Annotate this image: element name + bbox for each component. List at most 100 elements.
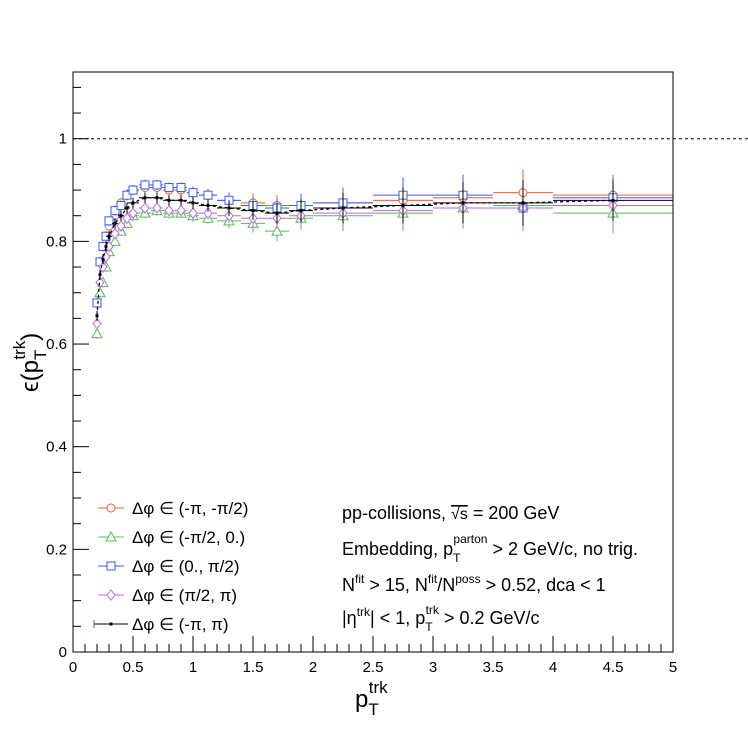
legend-label-2: Δφ ∈ (0., π/2) (132, 557, 240, 576)
data-point (203, 207, 213, 219)
annotation-1a: pp-collisions, (342, 503, 451, 523)
data-point (188, 207, 198, 219)
legend-markers (93, 503, 128, 628)
annotation-4b: | < 1, p (370, 608, 425, 628)
legend-symbol (105, 530, 117, 542)
data-point (98, 273, 102, 277)
data-point (611, 198, 615, 202)
series-line (96, 197, 614, 316)
data-point (251, 209, 255, 213)
data-point (91, 327, 103, 339)
x-axis-label: pTtrk (355, 678, 388, 719)
annotation-1b: = 200 GeV (468, 503, 560, 523)
legend-range-0: (-π, -π/2) (179, 499, 249, 518)
annotation-line-3: Nfit > 15, Nfit/Nposs > 0.52, dca < 1 (342, 572, 606, 595)
legend-prefix-0: Δφ ∈ (132, 499, 179, 518)
data-point (275, 211, 279, 215)
annotation-line-4: |ηtrk| < 1, pTtrk > 0.2 GeV/c (342, 603, 540, 634)
x-tick-label: 0.5 (123, 659, 144, 676)
y-tick-label: 0 (59, 644, 67, 661)
data-point (140, 180, 150, 190)
data-point (110, 206, 120, 216)
legend-symbol (106, 561, 116, 571)
data-point (152, 180, 162, 190)
data-point (122, 190, 132, 200)
annotation-2-sub: T (453, 551, 461, 565)
annotation-3a: N (342, 575, 355, 595)
data-point (104, 216, 114, 226)
data-point (94, 286, 106, 298)
x-tick-label: 1.5 (243, 659, 264, 676)
legend-label-0: Δφ ∈ (-π, -π/2) (132, 499, 248, 518)
legend-prefix-2: Δφ ∈ (132, 557, 179, 576)
legend-range-3: (π/2, π) (179, 586, 237, 605)
data-point (461, 201, 465, 205)
x-tick-label: 0 (69, 659, 77, 676)
data-point (110, 227, 120, 240)
y-axis-label-sub: T (31, 350, 50, 360)
legend-symbol (106, 503, 116, 513)
data-point (116, 200, 126, 210)
legend-marker-4 (93, 620, 128, 628)
legend-label-3: Δφ ∈ (π/2, π) (132, 586, 237, 605)
legend-range-4: (-π, π) (179, 615, 229, 634)
x-tick-label: 2.5 (363, 659, 384, 676)
data-point (155, 196, 159, 200)
annotation-3b: > 15, N (364, 575, 428, 595)
x-tick-label: 2 (309, 659, 317, 676)
data-point (104, 245, 108, 249)
data-point (191, 201, 195, 205)
data-point (122, 212, 132, 225)
legend-range-2: (0., π/2) (179, 557, 240, 576)
y-tick-label: 0.6 (46, 336, 67, 353)
data-layer (91, 169, 673, 339)
y-tick-label: 0.2 (46, 541, 67, 558)
legend-marker-1 (98, 530, 124, 542)
y-tick-label: 0.4 (46, 439, 67, 456)
annotation-4-sup2: trk (426, 603, 440, 617)
annotation-line-1: pp-collisions, √s = 200 GeV (342, 503, 559, 523)
x-axis-label-sub: T (368, 700, 378, 719)
data-point (401, 203, 405, 207)
legend: Δφ ∈ (-π, -π/2) Δφ ∈ (-π/2, 0.) Δφ ∈ (0.… (93, 499, 248, 634)
x-axis-label-main: p (355, 686, 368, 713)
annotation-3-sup1: fit (355, 572, 365, 586)
legend-marker-0 (98, 503, 124, 513)
data-point (140, 202, 150, 214)
x-tick-label: 4 (549, 659, 557, 676)
x-tick-label: 4.5 (603, 659, 624, 676)
y-tick-label: 1 (59, 131, 67, 148)
legend-prefix-4: Δφ ∈ (132, 615, 179, 634)
y-axis-label-close: ) (17, 333, 44, 341)
annotation-3d: > 0.52, dca < 1 (481, 575, 606, 595)
legend-label-1: Δφ ∈ (-π/2, 0.) (132, 528, 245, 547)
annotation-4-sup1: trk (357, 605, 371, 619)
y-axis-label: ϵ(pTtrk) (10, 333, 50, 392)
axis-layer: 0 0.5 1 1.5 2 2.5 3 3.5 4 4.5 5 0 0.2 0.4 0.6 0.8 1 (46, 86, 677, 676)
annotation-4c: > 0.2 GeV/c (439, 608, 540, 628)
x-axis-label-sup: trk (369, 678, 388, 697)
data-point (188, 188, 198, 198)
data-point (176, 182, 186, 192)
data-point (179, 198, 183, 202)
legend-symbol (109, 622, 113, 626)
legend-range-1: (-π/2, 0.) (179, 528, 246, 547)
data-point (203, 190, 213, 200)
data-point (271, 225, 283, 236)
data-point (143, 196, 147, 200)
data-point (109, 235, 121, 246)
annotation-3c: /N (437, 575, 455, 595)
annotation-2b: > 2 GeV/c, no trig. (487, 539, 638, 559)
annotation-4-sub: T (425, 620, 433, 634)
y-axis-label-sup: trk (10, 340, 29, 359)
annotation-2a: Embedding, p (342, 539, 453, 559)
y-axis-label-main: ϵ(p (17, 360, 44, 392)
x-tick-label: 1 (189, 659, 197, 676)
annotation-1-sqrt: √s (451, 506, 468, 523)
legend-prefix-3: Δφ ∈ (132, 586, 179, 605)
data-point (98, 261, 108, 273)
x-tick-label: 3.5 (483, 659, 504, 676)
data-point (113, 221, 117, 225)
